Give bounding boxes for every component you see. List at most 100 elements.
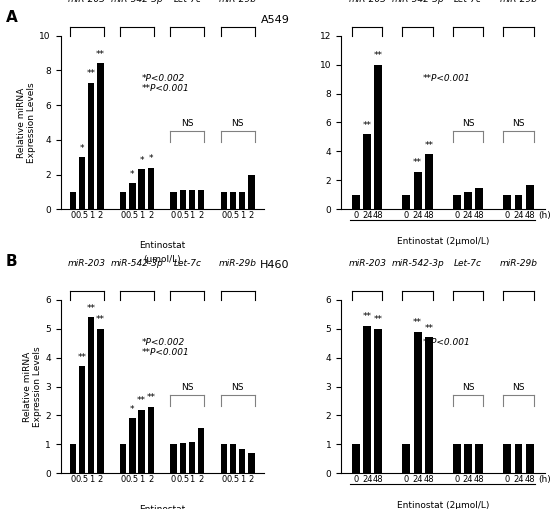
Text: *: * — [148, 154, 153, 163]
Text: miR-203: miR-203 — [348, 260, 386, 268]
Text: miR-29b: miR-29b — [219, 260, 257, 268]
Bar — [97, 329, 103, 473]
Bar — [179, 190, 186, 209]
Y-axis label: Relative miRNA
Expression Levels: Relative miRNA Expression Levels — [17, 82, 36, 163]
Text: miR-203: miR-203 — [68, 0, 106, 5]
Text: Let-7c: Let-7c — [454, 260, 482, 268]
Bar — [375, 65, 382, 209]
Text: *P<0.002
**P<0.001: *P<0.002 **P<0.001 — [142, 338, 190, 357]
Text: **: ** — [78, 353, 86, 362]
Bar — [503, 444, 511, 473]
Bar — [363, 326, 371, 473]
Text: Let-7c: Let-7c — [173, 260, 201, 268]
Bar — [120, 192, 127, 209]
Bar — [475, 188, 483, 209]
Bar — [526, 444, 534, 473]
Text: miR-203: miR-203 — [348, 0, 386, 5]
Text: H460: H460 — [260, 260, 290, 270]
Text: NS: NS — [232, 383, 244, 392]
Bar — [70, 444, 76, 473]
Text: **P<0.001: **P<0.001 — [422, 338, 470, 347]
Text: **: ** — [424, 141, 433, 150]
Text: miR-29b: miR-29b — [499, 0, 537, 5]
Bar — [189, 190, 195, 209]
Bar — [198, 190, 204, 209]
Text: Entinostat: Entinostat — [139, 241, 185, 249]
Text: *: * — [139, 156, 144, 165]
Bar — [129, 183, 136, 209]
Bar — [239, 192, 245, 209]
Bar — [363, 134, 371, 209]
Bar — [120, 444, 127, 473]
Text: B: B — [6, 254, 17, 269]
Bar — [453, 195, 461, 209]
Text: *: * — [130, 170, 135, 179]
Bar — [414, 172, 421, 209]
Text: NS: NS — [462, 119, 474, 128]
Bar — [97, 64, 103, 209]
Bar — [248, 175, 255, 209]
Text: NS: NS — [462, 383, 474, 392]
Text: miR-542-3p: miR-542-3p — [391, 260, 444, 268]
Bar — [147, 407, 154, 473]
Text: **: ** — [362, 313, 372, 321]
Bar — [70, 192, 76, 209]
Text: **: ** — [413, 158, 422, 167]
Bar — [129, 418, 136, 473]
Bar — [189, 441, 195, 473]
Text: **: ** — [87, 304, 96, 313]
Bar — [79, 157, 85, 209]
Text: A549: A549 — [261, 15, 289, 25]
Bar — [352, 444, 360, 473]
Bar — [503, 195, 511, 209]
Bar — [414, 331, 421, 473]
Bar — [179, 443, 186, 473]
Bar — [139, 169, 145, 209]
Text: NS: NS — [512, 119, 525, 128]
Bar — [375, 329, 382, 473]
Bar — [170, 192, 177, 209]
Bar — [230, 444, 236, 473]
Y-axis label: Relative miRNA
Expression Levels: Relative miRNA Expression Levels — [23, 346, 42, 427]
Text: *: * — [80, 144, 84, 153]
Bar — [147, 167, 154, 209]
Text: **P<0.001: **P<0.001 — [422, 74, 470, 83]
Text: **: ** — [96, 315, 105, 324]
Bar — [403, 444, 410, 473]
Text: miR-542-3p: miR-542-3p — [111, 0, 163, 5]
Text: NS: NS — [232, 119, 244, 128]
Bar — [453, 444, 461, 473]
Bar — [425, 154, 433, 209]
Text: Entinostat: Entinostat — [139, 504, 185, 509]
Text: **: ** — [374, 315, 383, 324]
Text: miR-29b: miR-29b — [499, 260, 537, 268]
Bar — [352, 195, 360, 209]
Text: **: ** — [87, 69, 96, 78]
Text: miR-542-3p: miR-542-3p — [111, 260, 163, 268]
Text: miR-203: miR-203 — [68, 260, 106, 268]
Bar — [425, 337, 433, 473]
Text: **: ** — [146, 393, 155, 403]
Bar — [239, 449, 245, 473]
Bar — [221, 192, 227, 209]
Bar — [403, 195, 410, 209]
Text: NS: NS — [181, 119, 194, 128]
Bar — [526, 185, 534, 209]
Text: Entinostat (2μmol/L): Entinostat (2μmol/L) — [397, 237, 489, 246]
Bar — [230, 192, 236, 209]
Bar — [221, 444, 227, 473]
Bar — [88, 82, 95, 209]
Text: **: ** — [374, 51, 383, 60]
Text: (μmol/L): (μmol/L) — [144, 254, 181, 264]
Bar — [464, 444, 472, 473]
Bar — [79, 366, 85, 473]
Bar — [170, 444, 177, 473]
Bar — [515, 195, 522, 209]
Text: miR-29b: miR-29b — [219, 0, 257, 5]
Text: **: ** — [96, 50, 105, 59]
Text: Let-7c: Let-7c — [454, 0, 482, 5]
Text: Entinostat (2μmol/L): Entinostat (2μmol/L) — [397, 501, 489, 509]
Text: (h): (h) — [538, 475, 550, 484]
Bar — [139, 410, 145, 473]
Text: **: ** — [424, 324, 433, 333]
